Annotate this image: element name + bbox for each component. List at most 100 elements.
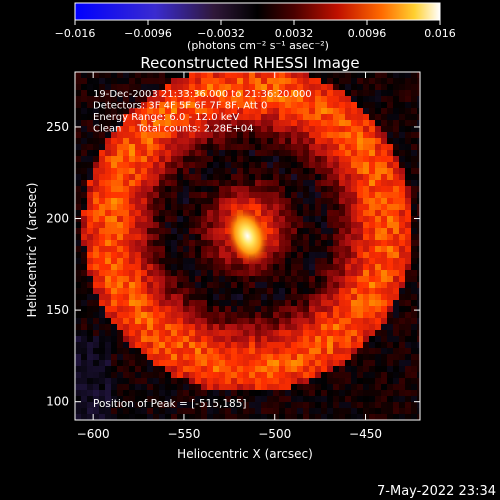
heatmap-cell: [345, 312, 351, 318]
heatmap-cell: [327, 90, 333, 96]
heatmap-cell: [219, 180, 225, 186]
heatmap-cell: [81, 264, 87, 270]
heatmap-cell: [333, 324, 339, 330]
heatmap-cell: [183, 102, 189, 108]
heatmap-cell: [255, 132, 261, 138]
heatmap-cell: [261, 366, 267, 372]
heatmap-cell: [159, 78, 165, 84]
heatmap-cell: [375, 348, 381, 354]
heatmap-cell: [117, 114, 123, 120]
heatmap-cell: [375, 282, 381, 288]
heatmap-cell: [171, 180, 177, 186]
heatmap-cell: [285, 378, 291, 384]
heatmap-cell: [135, 228, 141, 234]
heatmap-cell: [315, 318, 321, 324]
heatmap-cell: [213, 378, 219, 384]
heatmap-cell: [261, 96, 267, 102]
heatmap-cell: [381, 222, 387, 228]
heatmap-cell: [189, 120, 195, 126]
heatmap-cell: [285, 372, 291, 378]
heatmap-cell: [201, 150, 207, 156]
heatmap-cell: [279, 198, 285, 204]
heatmap-cell: [129, 228, 135, 234]
heatmap-cell: [363, 336, 369, 342]
heatmap-cell: [285, 168, 291, 174]
heatmap-cell: [243, 150, 249, 156]
heatmap-cell: [255, 156, 261, 162]
heatmap-cell: [309, 222, 315, 228]
heatmap-cell: [231, 348, 237, 354]
heatmap-cell: [93, 294, 99, 300]
heatmap-cell: [153, 378, 159, 384]
heatmap-cell: [387, 174, 393, 180]
heatmap-cell: [177, 72, 183, 78]
heatmap-cell: [309, 210, 315, 216]
heatmap-cell: [177, 234, 183, 240]
heatmap-cell: [261, 330, 267, 336]
heatmap-cell: [267, 336, 273, 342]
heatmap-cell: [105, 390, 111, 396]
heatmap-cell: [225, 264, 231, 270]
heatmap-cell: [105, 288, 111, 294]
heatmap-cell: [399, 414, 405, 420]
heatmap-cell: [195, 306, 201, 312]
heatmap-cell: [285, 324, 291, 330]
heatmap-cell: [189, 414, 195, 420]
heatmap-cell: [87, 336, 93, 342]
heatmap-cell: [291, 144, 297, 150]
heatmap-cell: [411, 276, 417, 282]
heatmap-cell: [87, 174, 93, 180]
heatmap-cell: [201, 258, 207, 264]
heatmap-cell: [327, 168, 333, 174]
heatmap-cell: [369, 186, 375, 192]
heatmap-cell: [237, 204, 243, 210]
heatmap-cell: [129, 198, 135, 204]
heatmap-cell: [141, 312, 147, 318]
heatmap-cell: [183, 402, 189, 408]
heatmap-cell: [333, 72, 339, 78]
heatmap-cell: [105, 324, 111, 330]
heatmap-cell: [369, 408, 375, 414]
heatmap-cell: [255, 204, 261, 210]
heatmap-cell: [381, 228, 387, 234]
heatmap-cell: [417, 204, 420, 210]
heatmap-cell: [141, 168, 147, 174]
heatmap-cell: [159, 276, 165, 282]
heatmap-cell: [129, 180, 135, 186]
heatmap-cell: [225, 144, 231, 150]
heatmap-cell: [243, 156, 249, 162]
heatmap-cell: [165, 222, 171, 228]
heatmap-cell: [375, 168, 381, 174]
heatmap-cell: [285, 300, 291, 306]
heatmap-cell: [183, 294, 189, 300]
heatmap-cell: [381, 186, 387, 192]
heatmap-cell: [261, 216, 267, 222]
heatmap-cell: [279, 192, 285, 198]
heatmap-cell: [99, 390, 105, 396]
heatmap-cell: [333, 252, 339, 258]
heatmap-cell: [369, 282, 375, 288]
heatmap-cell: [225, 84, 231, 90]
heatmap-cell: [267, 396, 273, 402]
annotation-line: Detectors: 3F 4F 5F 6F 7F 8F, Att 0: [93, 101, 267, 112]
heatmap-cell: [201, 78, 207, 84]
heatmap-cell: [207, 294, 213, 300]
heatmap-cell: [273, 300, 279, 306]
heatmap-cell: [117, 318, 123, 324]
heatmap-cell: [393, 252, 399, 258]
heatmap-cell: [327, 96, 333, 102]
heatmap-cell: [93, 360, 99, 366]
heatmap-cell: [93, 276, 99, 282]
heatmap-cell: [159, 144, 165, 150]
heatmap-cell: [411, 384, 417, 390]
heatmap-cell: [363, 348, 369, 354]
heatmap-cell: [123, 156, 129, 162]
heatmap-cell: [267, 384, 273, 390]
heatmap-cell: [411, 270, 417, 276]
heatmap-cell: [327, 402, 333, 408]
heatmap-cell: [87, 132, 93, 138]
heatmap-cell: [129, 264, 135, 270]
heatmap-cell: [87, 360, 93, 366]
heatmap-cell: [411, 258, 417, 264]
heatmap-cell: [399, 216, 405, 222]
